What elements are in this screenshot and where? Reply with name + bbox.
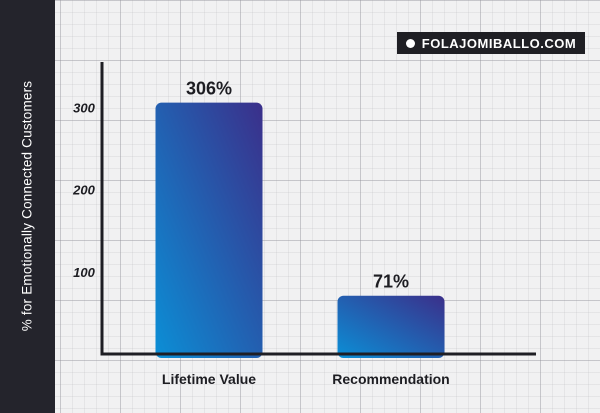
sidebar-panel: % for Emotionally Connected Customers [0,0,55,413]
x-tick-label: Recommendation [332,371,449,387]
data-label: 71% [373,272,409,292]
brand-text: FOLAJOMIBALLO.COM [421,35,577,51]
bar-recommendation [337,295,445,358]
y-tick-label: 200 [72,183,95,198]
brand-badge: FOLAJOMIBALLO.COM [397,32,585,54]
y-tick-label: 100 [73,265,95,280]
dot-icon [405,38,415,48]
data-label: 306% [186,79,232,99]
y-tick-label: 300 [73,101,95,116]
bar-lifetime-value [155,102,263,359]
x-tick-label: Lifetime Value [162,371,256,387]
